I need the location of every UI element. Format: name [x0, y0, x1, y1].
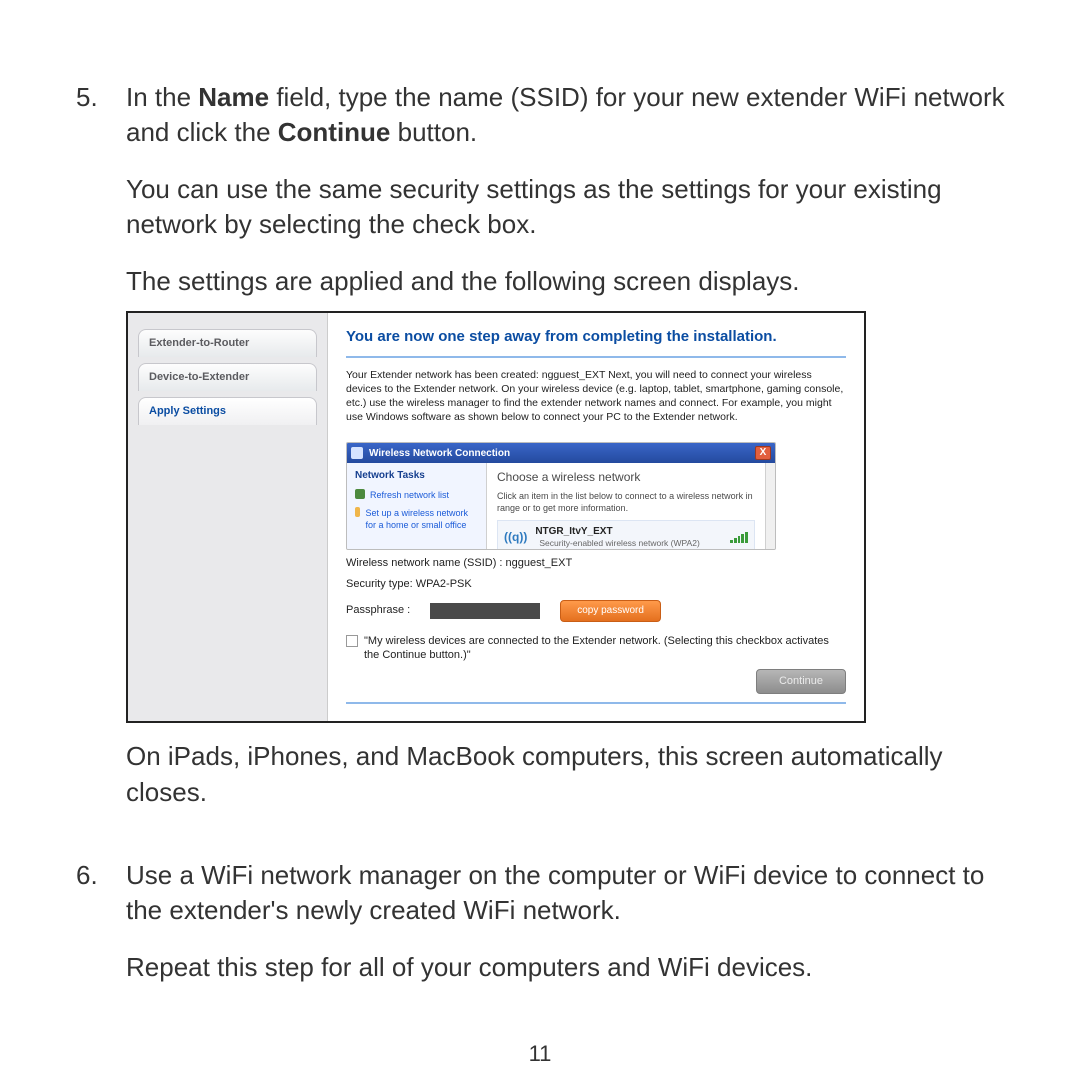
- security-type-line: Security type: WPA2-PSK: [346, 577, 846, 592]
- rule-bottom: [346, 702, 846, 704]
- connected-checkbox[interactable]: [346, 635, 358, 647]
- passphrase-field[interactable]: [430, 603, 540, 619]
- continue-button[interactable]: Continue: [756, 669, 846, 694]
- left-nav: Extender-to-Router Device-to-Extender Ap…: [128, 313, 328, 721]
- step-number-5: 5.: [70, 80, 126, 832]
- rule: [346, 356, 846, 358]
- close-icon[interactable]: X: [755, 446, 771, 460]
- copy-password-button[interactable]: copy password: [560, 600, 661, 622]
- task-setup[interactable]: Set up a wireless network for a home or …: [355, 507, 478, 531]
- setup-icon: [355, 507, 360, 517]
- step-6-p1: Use a WiFi network manager on the comput…: [126, 858, 1010, 928]
- step-5-body: In the Name field, type the name (SSID) …: [126, 80, 1010, 832]
- headline: You are now one step away from completin…: [346, 327, 846, 347]
- task-setup-label: Set up a wireless network for a home or …: [365, 507, 478, 531]
- step-number-6: 6.: [70, 858, 126, 1007]
- choose-title: Choose a wireless network: [497, 469, 755, 485]
- pick-instruction: Click an item in the list below to conne…: [497, 490, 755, 514]
- refresh-icon: [355, 489, 365, 499]
- passphrase-label: Passphrase :: [346, 603, 410, 618]
- text: In the: [126, 82, 198, 112]
- step-5-p4: On iPads, iPhones, and MacBook computers…: [126, 739, 1010, 809]
- window-title-bar: Wireless Network Connection X: [347, 443, 775, 463]
- signal-bars-icon: [730, 531, 748, 543]
- task-refresh[interactable]: Refresh network list: [355, 489, 478, 501]
- tab-apply-settings[interactable]: Apply Settings: [138, 397, 317, 425]
- scrollbar[interactable]: [765, 463, 775, 549]
- network-tasks-title: Network Tasks: [355, 469, 478, 483]
- name-field-label: Name: [198, 82, 269, 112]
- network-name: NTGR_ItvY_EXT: [535, 525, 699, 539]
- network-list-panel: Choose a wireless network Click an item …: [487, 463, 765, 549]
- checkbox-label: "My wireless devices are connected to th…: [364, 634, 846, 664]
- page-number: 11: [70, 1041, 1010, 1067]
- network-security-label: Security-enabled wireless network (WPA2): [539, 538, 699, 549]
- wifi-icon: ((q)): [504, 529, 527, 545]
- network-tasks-panel: Network Tasks Refresh network list Set u…: [347, 463, 487, 549]
- settings-screenshot: Extender-to-Router Device-to-Extender Ap…: [126, 311, 866, 723]
- ssid-line: Wireless network name (SSID) : ngguest_E…: [346, 556, 846, 571]
- step-6-body: Use a WiFi network manager on the comput…: [126, 858, 1010, 1007]
- step-6-p2: Repeat this step for all of your compute…: [126, 950, 1010, 985]
- task-refresh-label: Refresh network list: [370, 489, 449, 501]
- main-panel: You are now one step away from completin…: [328, 313, 864, 721]
- windows-wifi-dialog: Wireless Network Connection X Network Ta…: [346, 442, 776, 550]
- window-title: Wireless Network Connection: [369, 447, 510, 461]
- continue-label: Continue: [278, 117, 391, 147]
- tab-extender-to-router[interactable]: Extender-to-Router: [138, 329, 317, 357]
- tab-device-to-extender[interactable]: Device-to-Extender: [138, 363, 317, 391]
- window-icon: [351, 447, 363, 459]
- step-5-p1: In the Name field, type the name (SSID) …: [126, 80, 1010, 150]
- blurb-text: Your Extender network has been created: …: [346, 368, 846, 425]
- network-item[interactable]: ((q)) NTGR_ItvY_EXT Security-enabled wir…: [497, 520, 755, 551]
- step-5-p2: You can use the same security settings a…: [126, 172, 1010, 242]
- text: button.: [390, 117, 477, 147]
- step-5-p3: The settings are applied and the followi…: [126, 264, 1010, 299]
